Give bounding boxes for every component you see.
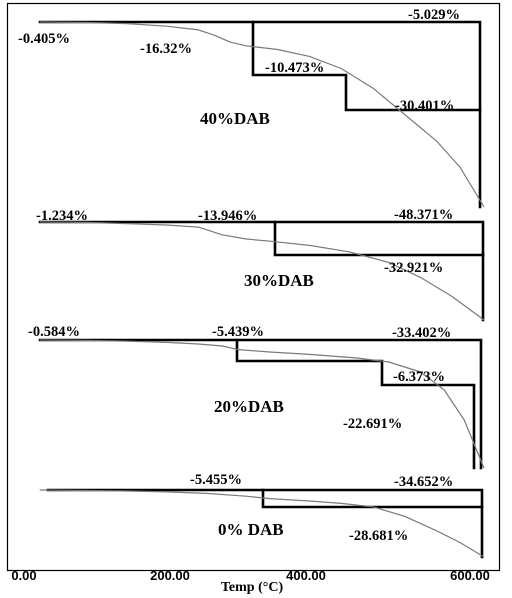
step-bracket — [46, 488, 484, 559]
step-label: -13.946% — [198, 208, 257, 224]
step-label: -30.401% — [395, 98, 454, 114]
x-axis-label: Temp (°C) — [221, 580, 284, 595]
series-name: 40%DAB — [200, 109, 270, 128]
step-bracket — [38, 20, 482, 209]
step-label: -22.691% — [343, 416, 402, 432]
tga-curve-2 — [39, 221, 485, 321]
tga-curve-1 — [39, 21, 485, 208]
step-label: -0.584% — [28, 324, 80, 340]
x-tick-label: 400.00 — [286, 568, 326, 583]
panel-2: -1.234% -13.946% -48.371% -32.921% 30%DAB — [36, 207, 485, 322]
step-label: -32.921% — [384, 260, 443, 276]
step-label: -5.455% — [190, 472, 242, 488]
series-name: 0% DAB — [218, 520, 284, 539]
step-label: -1.234% — [36, 208, 88, 224]
panel-4: -5.455% -34.652% -28.681% 0% DAB — [39, 472, 485, 559]
panel-3: -0.584% -5.439% -33.402% -6.373% -22.691% 20%… — [28, 324, 485, 470]
step-label: -5.439% — [212, 324, 264, 340]
step-bracket — [273, 220, 485, 257]
step-bracket — [235, 338, 476, 470]
step-label: -48.371% — [394, 207, 453, 223]
x-tick-label: 600.00 — [450, 568, 490, 583]
step-label: -33.402% — [392, 325, 451, 341]
step-label: -6.373% — [393, 369, 445, 385]
plot-frame — [6, 2, 501, 572]
step-label: -16.32% — [140, 41, 192, 57]
step-label: -34.652% — [394, 474, 453, 490]
x-tick-label: 200.00 — [150, 568, 190, 583]
step-bracket — [261, 488, 484, 509]
x-tick-label: 0.00 — [11, 568, 36, 583]
series-name: 20%DAB — [214, 397, 284, 416]
step-label: -10.473% — [265, 60, 324, 76]
step-label: -5.029% — [408, 7, 460, 23]
tga-curve-3 — [39, 339, 485, 469]
step-label: -0.405% — [18, 31, 70, 47]
step-bracket — [38, 338, 483, 470]
series-name: 30%DAB — [244, 271, 314, 290]
step-bracket — [251, 20, 482, 112]
step-label: -28.681% — [349, 528, 408, 544]
panel-1: -0.405% -16.32% -10.473% -30.401% -5.029% 40%… — [18, 7, 485, 209]
tga-curve-4 — [39, 489, 485, 558]
step-bracket — [38, 220, 485, 322]
